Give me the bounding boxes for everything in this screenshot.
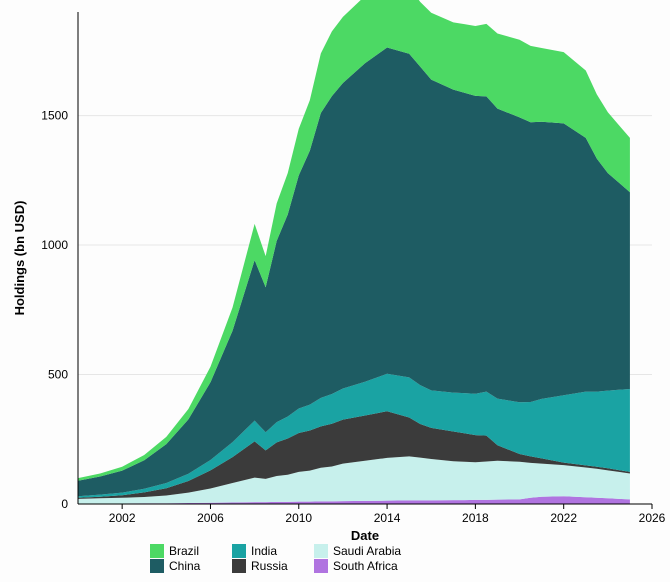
legend-swatch-south-africa (314, 559, 328, 573)
x-tick-label: 2022 (550, 511, 577, 525)
y-tick-label: 0 (61, 497, 68, 511)
legend-label: South Africa (333, 559, 398, 573)
y-axis-label: Holdings (bn USD) (12, 201, 27, 316)
holdings-stacked-area-chart: 0 500 1000 1500 2002 2006 2010 2014 2018 2022 2026… (0, 0, 670, 582)
legend-label: Saudi Arabia (333, 544, 401, 558)
x-tick-label: 2018 (462, 511, 489, 525)
legend-label: India (251, 544, 277, 558)
y-tick-label: 1000 (41, 238, 68, 252)
legend-label: Brazil (169, 544, 199, 558)
y-tick-label: 1500 (41, 109, 68, 123)
legend-swatch-saudi-arabia (314, 544, 328, 558)
x-tick-label: 2010 (285, 511, 312, 525)
legend-label: Russia (251, 559, 288, 573)
legend-swatch-china (150, 559, 164, 573)
legend-swatch-russia (232, 559, 246, 573)
x-tick-label: 2002 (109, 511, 136, 525)
y-tick-label: 500 (48, 368, 68, 382)
x-tick-label: 2014 (374, 511, 401, 525)
x-tick-label: 2026 (639, 511, 666, 525)
legend-swatch-brazil (150, 544, 164, 558)
legend-label: China (169, 559, 201, 573)
x-axis-label: Date (351, 528, 379, 543)
x-tick-label: 2006 (197, 511, 224, 525)
legend-swatch-india (232, 544, 246, 558)
